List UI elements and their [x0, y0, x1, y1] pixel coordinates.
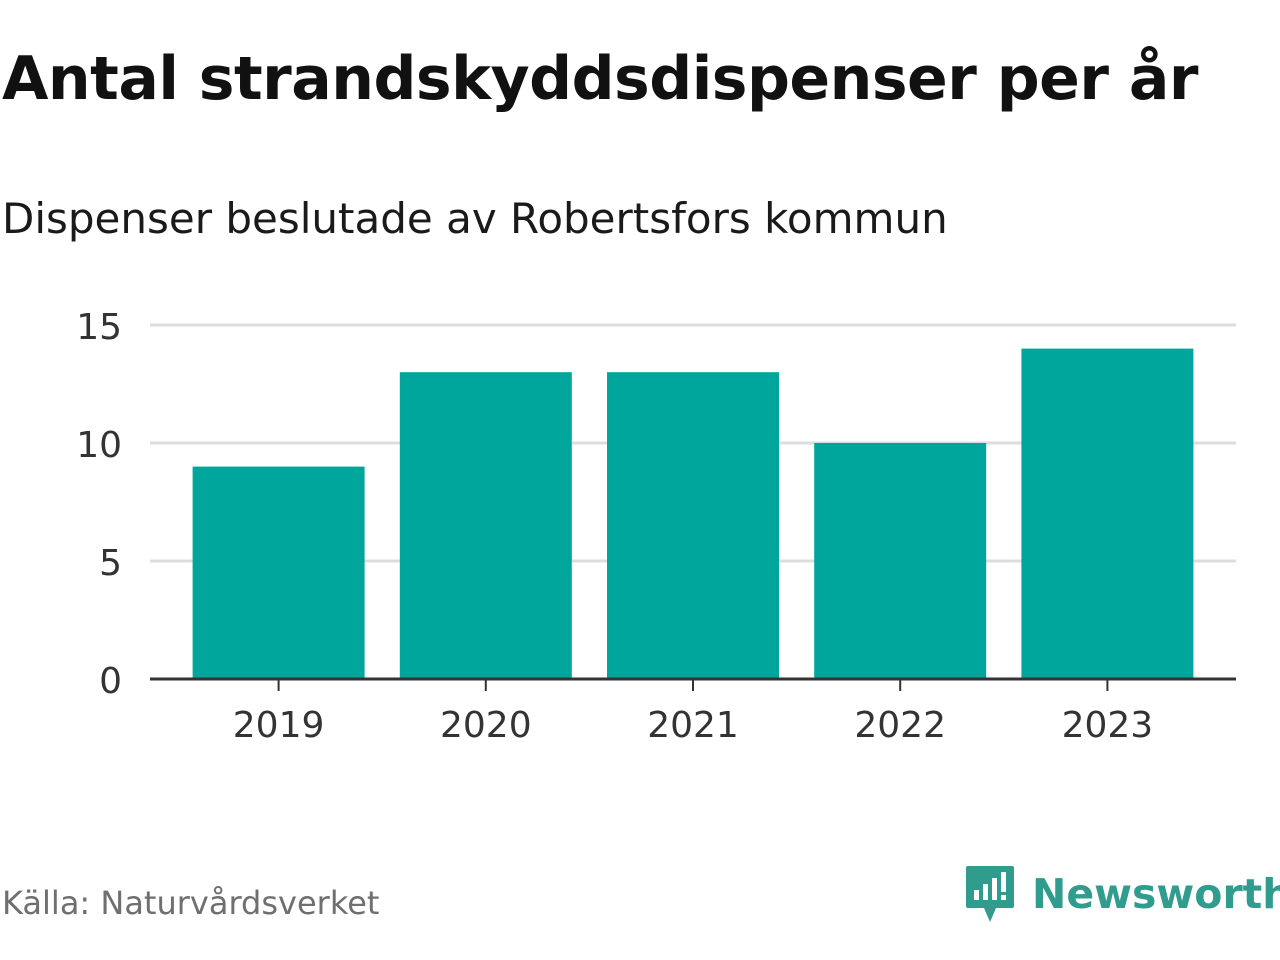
y-tick-label: 5: [99, 543, 122, 584]
bar-2020: [399, 372, 572, 679]
x-tick-label: 2022: [854, 705, 946, 746]
newsworthy-logo-icon: [966, 866, 1014, 922]
brand-logo: Newsworthy: [964, 862, 1280, 926]
bar-2019: [192, 466, 365, 679]
brand-name: Newsworthy: [1032, 870, 1280, 918]
chart-title: Antal strandskyddsdispenser per år: [2, 44, 1198, 114]
bar-2023: [1021, 348, 1194, 679]
source-note: Källa: Naturvårdsverket: [2, 884, 380, 922]
bar-2021: [607, 372, 779, 679]
x-tick-label: 2021: [647, 705, 739, 746]
y-tick-label: 15: [76, 307, 122, 348]
chart-subtitle: Dispenser beslutade av Robertsfors kommu…: [2, 194, 948, 243]
x-tick-label: 2023: [1062, 705, 1154, 746]
y-tick-label: 0: [99, 661, 122, 702]
x-tick-label: 2020: [440, 705, 532, 746]
x-tick-label: 2019: [233, 705, 325, 746]
bar-2022: [814, 443, 987, 679]
y-tick-label: 10: [76, 425, 122, 466]
